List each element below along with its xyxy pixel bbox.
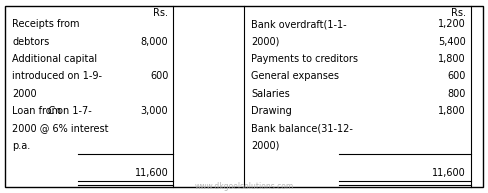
Text: 1,200: 1,200 bbox=[438, 19, 466, 29]
Text: Bank overdraft(1-1-: Bank overdraft(1-1- bbox=[251, 19, 347, 29]
Text: Payments to creditors: Payments to creditors bbox=[251, 54, 358, 64]
Text: 600: 600 bbox=[447, 71, 466, 81]
Text: Loan from: Loan from bbox=[12, 106, 64, 116]
Text: p.a.: p.a. bbox=[12, 141, 30, 151]
Text: 2000: 2000 bbox=[12, 89, 37, 99]
Text: Drawing: Drawing bbox=[251, 106, 292, 116]
Text: 2000): 2000) bbox=[251, 141, 280, 151]
Text: Rs.: Rs. bbox=[153, 8, 168, 18]
Text: Salaries: Salaries bbox=[251, 89, 290, 99]
FancyBboxPatch shape bbox=[5, 6, 483, 187]
Text: www.dkgoelsolutions.com: www.dkgoelsolutions.com bbox=[194, 182, 294, 191]
Text: 11,600: 11,600 bbox=[432, 168, 466, 178]
Text: introduced on 1-9-: introduced on 1-9- bbox=[12, 71, 102, 81]
Text: Receipts from: Receipts from bbox=[12, 19, 80, 29]
Text: debtors: debtors bbox=[12, 37, 49, 47]
Text: 11,600: 11,600 bbox=[135, 168, 168, 178]
Text: 3,000: 3,000 bbox=[141, 106, 168, 116]
Text: C: C bbox=[47, 106, 54, 116]
Text: 1,800: 1,800 bbox=[438, 54, 466, 64]
Text: Bank balance(31-12-: Bank balance(31-12- bbox=[251, 124, 353, 134]
Text: 8,000: 8,000 bbox=[141, 37, 168, 47]
Text: Additional capital: Additional capital bbox=[12, 54, 97, 64]
Text: 600: 600 bbox=[150, 71, 168, 81]
Text: 5,400: 5,400 bbox=[438, 37, 466, 47]
Text: 1,800: 1,800 bbox=[438, 106, 466, 116]
Text: Rs.: Rs. bbox=[451, 8, 466, 18]
Text: 2000): 2000) bbox=[251, 37, 280, 47]
Text: 2000 @ 6% interest: 2000 @ 6% interest bbox=[12, 124, 109, 134]
Text: General expanses: General expanses bbox=[251, 71, 339, 81]
Text: 800: 800 bbox=[447, 89, 466, 99]
Text: on 1-7-: on 1-7- bbox=[54, 106, 91, 116]
